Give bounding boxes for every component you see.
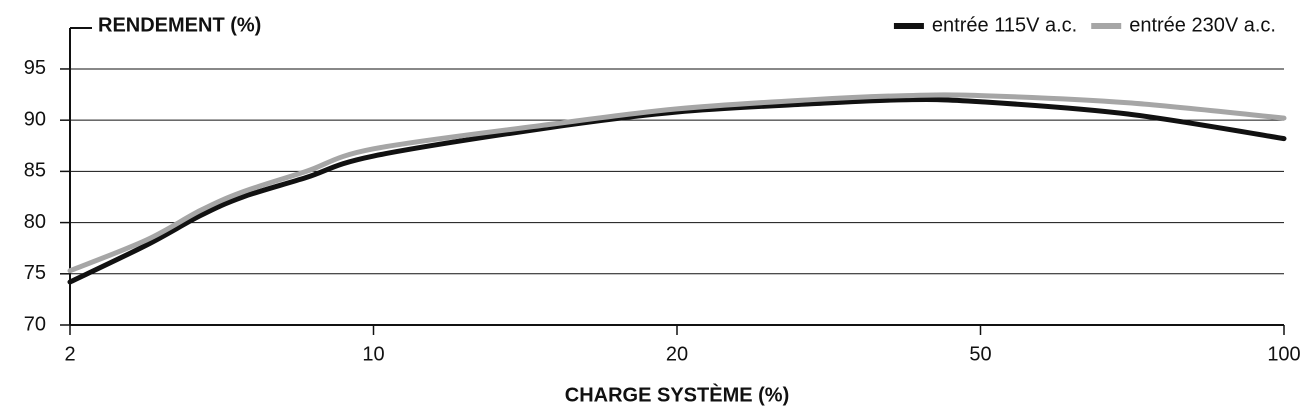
- y-tick-label: 85: [24, 160, 46, 182]
- x-tick-label: 2: [64, 343, 75, 365]
- x-tick-label: 50: [969, 343, 991, 365]
- y-tick-label: 80: [24, 211, 46, 233]
- y-tick-label: 90: [24, 108, 46, 130]
- x-axis-label: CHARGE SYSTÈME (%): [565, 383, 789, 406]
- legend-label: entrée 115V a.c.: [932, 14, 1077, 36]
- x-tick-label: 10: [362, 343, 384, 365]
- x-tick-label: 100: [1267, 343, 1300, 365]
- y-tick-label: 95: [24, 57, 46, 79]
- y-axis-label: RENDEMENT (%): [98, 14, 261, 36]
- y-tick-label: 70: [24, 313, 46, 335]
- series-line: [67, 92, 1287, 274]
- x-tick-label: 20: [666, 343, 688, 365]
- legend-label: entrée 230V a.c.: [1129, 14, 1276, 36]
- y-tick-label: 75: [24, 262, 46, 284]
- series-line: [67, 97, 1287, 285]
